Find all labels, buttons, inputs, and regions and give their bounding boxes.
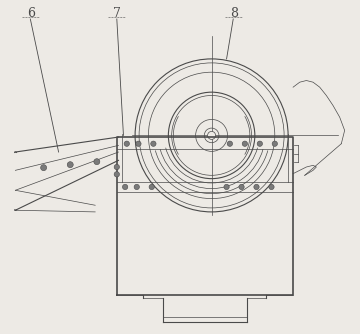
Circle shape [114,172,120,177]
Circle shape [227,141,233,146]
Circle shape [114,164,120,170]
Circle shape [151,141,156,146]
Text: 7: 7 [113,7,121,20]
Circle shape [239,184,244,190]
Circle shape [242,141,248,146]
Circle shape [208,131,216,139]
Circle shape [122,184,128,190]
Circle shape [224,184,229,190]
Circle shape [149,184,154,190]
Circle shape [94,159,100,165]
Circle shape [272,141,278,146]
Text: 8: 8 [230,7,238,20]
Circle shape [269,184,274,190]
Circle shape [254,184,259,190]
Circle shape [41,165,47,171]
Circle shape [257,141,262,146]
Circle shape [136,141,141,146]
Circle shape [134,184,139,190]
Text: 6: 6 [27,7,35,20]
Circle shape [67,162,73,168]
Circle shape [124,141,130,146]
